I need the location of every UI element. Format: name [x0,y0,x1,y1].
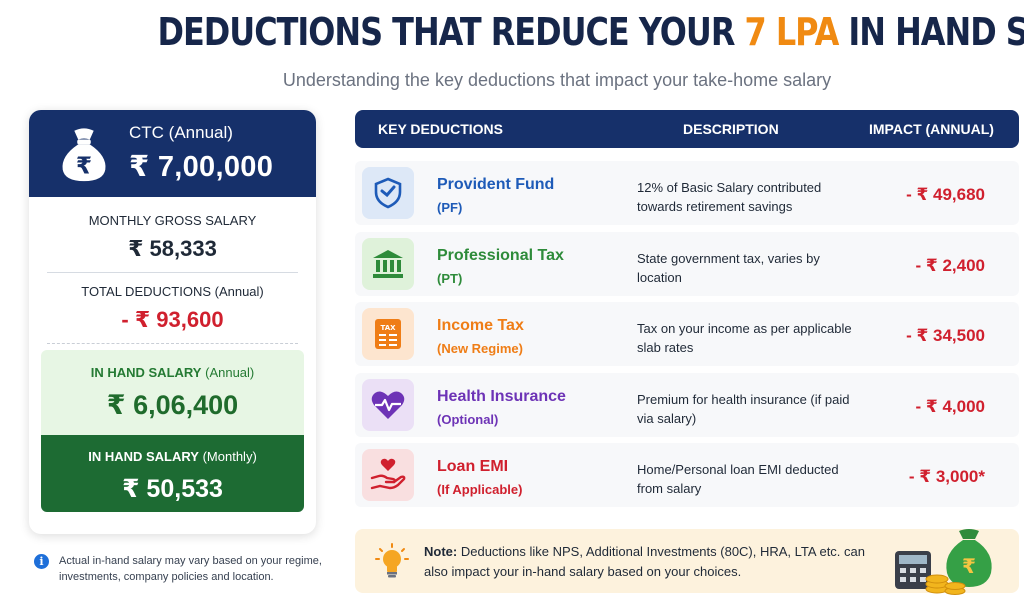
row-sub: (Optional) [437,411,499,427]
table-row: Professional Tax (PT) State government t… [355,231,1019,296]
ctc-box: ₹ CTC (Annual) ₹ 7,00,000 [29,110,316,197]
deductions-table: Provident Fund (PF) 12% of Basic Salary … [355,161,1019,514]
ctc-value: ₹ 7,00,000 [129,151,274,183]
row-name: Loan EMI [437,458,509,475]
inhand-monthly-box: IN HAND SALARY (Monthly) ₹ 50,533 [41,435,304,512]
row-name: Provident Fund [437,176,555,193]
bank-icon [373,249,403,278]
heart-pulse-icon [371,391,405,419]
money-illustration-icon: ₹ [895,529,992,595]
row-impact: - ₹ 2,400 [915,255,985,275]
row-name: Health Insurance [437,387,566,405]
row-description: Home/Personal loan EMI deducted from sal… [637,462,839,496]
row-name: Professional Tax [437,246,564,264]
table-row: TAX Income Tax (New Regime) Tax on your … [355,302,1019,366]
ctc-label: CTC (Annual) [129,123,233,142]
svg-text:TAX: TAX [380,324,396,332]
monthly-gross-stat: MONTHLY GROSS SALARY ₹ 58,333 [29,213,316,262]
col-description: DESCRIPTION [683,121,779,137]
salary-summary-card: ₹ CTC (Annual) ₹ 7,00,000 MONTHLY GROSS … [29,110,316,534]
table-row: Loan EMI (If Applicable) Home/Personal l… [355,443,1019,507]
table-row: Health Insurance (Optional) Premium for … [355,372,1019,437]
row-icon-bg [362,237,414,290]
row-impact: - ₹ 34,500 [906,326,985,345]
row-icon-bg [362,167,414,219]
inhand-annual-label: IN HAND SALARY (Annual) [90,365,255,380]
inhand-annual-value: ₹ 6,06,400 [106,390,239,420]
note-box: Note: Deductions like NPS, Additional In… [355,529,1019,595]
row-description: Premium for health insurance (if paid vi… [637,391,850,426]
money-bag-icon: ₹ [62,127,106,181]
row-icon-bg [362,378,414,431]
row-sub: (New Regime) [437,341,523,356]
row-impact: - ₹ 4,000 [915,396,985,416]
col-key-deductions: KEY DEDUCTIONS [378,121,503,137]
title-accent: 7 LPA [744,10,840,54]
title-prefix: DEDUCTIONS THAT REDUCE YOUR [157,10,736,54]
tax-document-icon: TAX [375,319,401,349]
deductions-table-header: KEY DEDUCTIONS DESCRIPTION IMPACT (ANNUA… [355,110,1019,148]
inhand-annual-box: IN HAND SALARY (Annual) ₹ 6,06,400 [41,350,304,435]
hand-coin-icon [370,458,406,490]
inhand-monthly-value: ₹ 50,533 [122,475,223,503]
lightbulb-icon [375,543,409,578]
info-icon: i [34,554,49,569]
page-title: DEDUCTIONS THAT REDUCE YOUR 7 LPA IN HAN… [82,10,1024,54]
monthly-gross-label: MONTHLY GROSS SALARY [88,213,257,228]
table-row: Provident Fund (PF) 12% of Basic Salary … [355,161,1019,225]
divider [47,343,298,344]
shield-icon [374,177,402,209]
total-deductions-stat: TOTAL DEDUCTIONS (Annual) - ₹ 93,600 [29,284,316,333]
footnote-text: Actual in-hand salary may vary based on … [59,555,322,583]
row-impact: - ₹ 3,000* [908,467,985,486]
row-description: Tax on your income as per applicable sla… [637,321,852,355]
col-impact: IMPACT (ANNUAL) [869,121,994,137]
inhand-monthly-label: IN HAND SALARY (Monthly) [88,449,257,464]
row-icon-bg: TAX [362,308,414,360]
divider [47,272,298,273]
row-description: 12% of Basic Salary contributed towards … [637,180,822,214]
page-subtitle: Understanding the key deductions that im… [282,70,832,90]
row-impact: - ₹ 49,680 [906,185,985,204]
svg-text:₹: ₹ [76,152,92,179]
footnote: i Actual in-hand salary may vary based o… [34,553,334,585]
row-description: State government tax, varies by location [637,250,820,285]
svg-text:₹: ₹ [962,554,976,578]
row-sub: (PF) [437,200,463,215]
row-sub: (If Applicable) [437,482,523,497]
row-sub: (PT) [437,270,463,286]
title-suffix: IN HAND SALARY [848,10,1024,54]
monthly-gross-value: ₹ 58,333 [128,236,217,261]
total-deductions-value: - ₹ 93,600 [121,307,224,332]
total-deductions-label: TOTAL DEDUCTIONS (Annual) [81,284,264,299]
row-name: Income Tax [437,317,524,334]
row-icon-bg [362,449,414,501]
note-text: Note: Deductions like NPS, Additional In… [424,544,865,579]
